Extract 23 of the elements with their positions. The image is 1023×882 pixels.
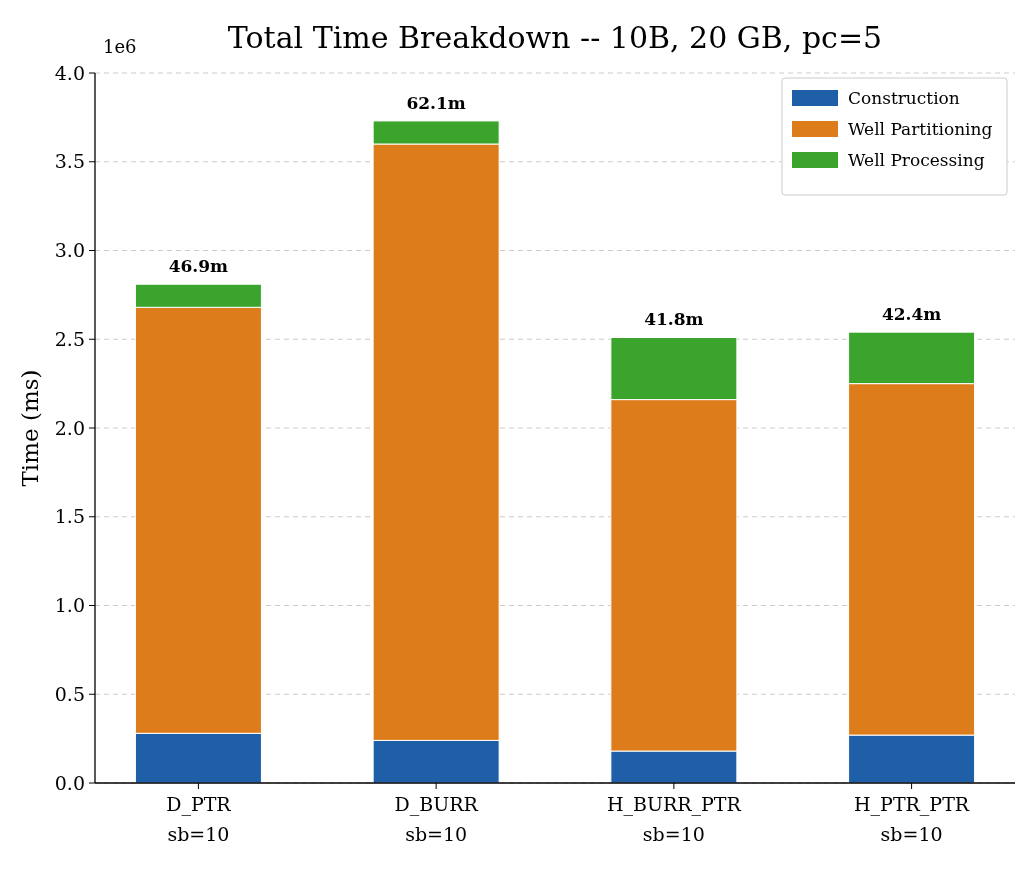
y-tick-label: 3.5 [54,150,85,173]
y-tick-label: 2.0 [54,416,85,439]
y-axis-title: Time (ms) [17,369,43,487]
x-tick-label: D_PTR sb=10 [166,793,232,845]
annotation: 46.9m [168,256,229,277]
y-tick-label: 1.5 [54,505,85,528]
legend-label: Well Processing [848,149,985,170]
x-tick-label: H_PTR_PTR sb=10 [854,793,970,845]
text: 1e6 [103,36,137,57]
x-tick-label: H_BURR_PTR sb=10 [606,793,742,845]
x-tick-label: D_BURR sb=10 [394,793,479,845]
annotation: 62.1m [406,92,466,113]
y-tick-label: 1.0 [54,594,85,617]
y-tick-label: 2.5 [54,327,85,350]
y-tick-label: 3.0 [54,239,85,262]
chart-title: Total Time Breakdown -- 10B, 20 GB, pc=5 [227,20,883,55]
y-tick-label: 0.5 [54,682,85,705]
annotation: 41.8m [644,309,704,330]
y-tick-label: 0.0 [54,771,85,794]
legend-label: Well Partitioning [848,118,993,139]
legend-label: Construction [848,87,960,108]
y-tick-label: 4.0 [54,61,85,84]
annotation: 42.4m [881,304,942,325]
